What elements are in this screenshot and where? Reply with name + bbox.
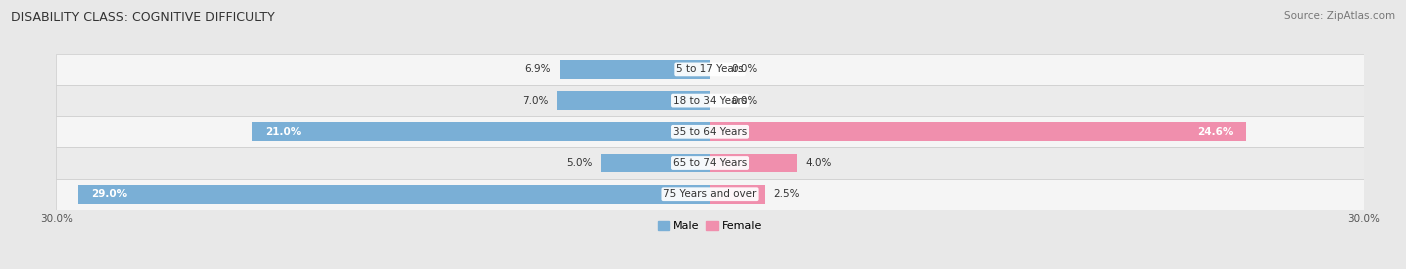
Bar (56, 116, 1364, 147)
Bar (710, 154, 797, 172)
Bar (56, 147, 1364, 179)
Text: Source: ZipAtlas.com: Source: ZipAtlas.com (1284, 11, 1395, 21)
Bar (56, 85, 1364, 116)
Bar (560, 60, 710, 79)
Bar (710, 122, 1246, 141)
Text: 0.0%: 0.0% (731, 64, 758, 75)
Text: 0.0%: 0.0% (731, 95, 758, 106)
Text: 21.0%: 21.0% (266, 127, 302, 137)
Bar (253, 122, 710, 141)
Text: 7.0%: 7.0% (523, 95, 548, 106)
Text: 29.0%: 29.0% (91, 189, 127, 199)
Text: DISABILITY CLASS: COGNITIVE DIFFICULTY: DISABILITY CLASS: COGNITIVE DIFFICULTY (11, 11, 276, 24)
Text: 4.0%: 4.0% (806, 158, 832, 168)
Legend: Male, Female: Male, Female (654, 216, 766, 235)
Bar (558, 91, 710, 110)
Text: 18 to 34 Years: 18 to 34 Years (673, 95, 747, 106)
Bar (56, 179, 1364, 210)
Bar (56, 54, 1364, 85)
Text: 75 Years and over: 75 Years and over (664, 189, 756, 199)
Bar (602, 154, 710, 172)
Text: 5 to 17 Years: 5 to 17 Years (676, 64, 744, 75)
Text: 65 to 74 Years: 65 to 74 Years (673, 158, 747, 168)
Text: 5.0%: 5.0% (567, 158, 592, 168)
Text: 35 to 64 Years: 35 to 64 Years (673, 127, 747, 137)
Text: 24.6%: 24.6% (1197, 127, 1233, 137)
Bar (710, 185, 765, 204)
Text: 2.5%: 2.5% (773, 189, 800, 199)
Bar (79, 185, 710, 204)
Text: 6.9%: 6.9% (524, 64, 551, 75)
